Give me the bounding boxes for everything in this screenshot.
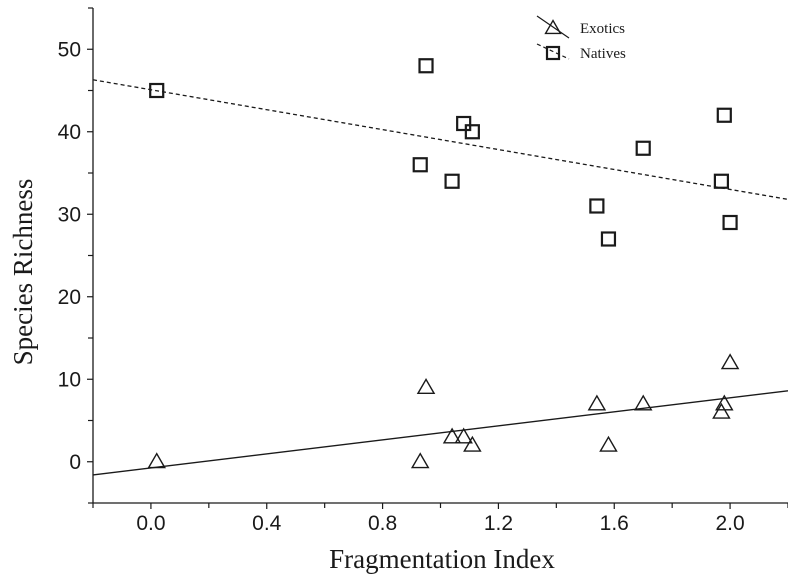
- natives-point: [635, 140, 651, 156]
- natives-point: [444, 173, 460, 189]
- legend: Exotics Natives: [536, 15, 626, 62]
- y-tick-label: 50: [58, 38, 81, 61]
- legend-square-marker: [545, 45, 561, 61]
- plot-frame: [92, 8, 788, 504]
- y-tick-label: 10: [58, 368, 81, 391]
- y-tick-label: 40: [58, 121, 81, 144]
- y-tick-label: 20: [58, 286, 81, 309]
- x-axis-label: Fragmentation Index: [329, 544, 555, 574]
- natives-fit-line: [92, 79, 788, 201]
- data-markers: [147, 58, 740, 469]
- exotics-point: [147, 452, 166, 469]
- y-axis-label: Species Richness: [8, 179, 38, 366]
- exotics-point: [463, 435, 482, 452]
- x-tick-label: 0.4: [252, 512, 282, 535]
- natives-point: [716, 107, 732, 123]
- x-tick-label: 1.6: [600, 512, 629, 535]
- exotics-point: [587, 394, 607, 411]
- exotics-point: [454, 427, 473, 444]
- exotics-point: [720, 353, 740, 370]
- trend-lines: [92, 79, 788, 476]
- x-tick-label: 1.2: [484, 512, 513, 535]
- natives-point: [149, 82, 165, 99]
- x-tick-label: 0.8: [368, 512, 397, 535]
- natives-point: [418, 58, 434, 74]
- exotics-point: [715, 394, 734, 411]
- exotics-point: [633, 394, 653, 411]
- y-tick-label: 30: [58, 203, 81, 226]
- natives-point: [713, 173, 729, 189]
- x-tick-label: 0.0: [136, 512, 165, 535]
- legend-triangle-marker: [544, 19, 562, 35]
- x-tick-label: 2.0: [715, 512, 744, 535]
- y-axis-ticks: 0 10 20 30 40 50: [58, 7, 93, 504]
- natives-point: [589, 198, 605, 214]
- exotics-fit-line: [92, 390, 788, 476]
- exotics-point: [442, 427, 462, 444]
- legend-label: Exotics: [580, 21, 625, 37]
- exotics-point: [712, 402, 731, 419]
- y-tick-label: 0: [69, 451, 81, 474]
- x-axis-ticks: 0.0 0.4 0.8 1.2 1.6 2.0: [92, 503, 788, 535]
- natives-point: [600, 231, 617, 247]
- exotics-point: [410, 452, 430, 469]
- exotics-point: [599, 435, 618, 452]
- legend-line-sample: [536, 43, 570, 60]
- natives-point: [464, 124, 480, 140]
- exotics-point: [416, 378, 436, 395]
- natives-point: [456, 115, 472, 132]
- natives-point: [722, 214, 738, 231]
- legend-label: Natives: [580, 46, 626, 62]
- natives-point: [412, 157, 428, 173]
- legend-line-sample: [536, 15, 570, 39]
